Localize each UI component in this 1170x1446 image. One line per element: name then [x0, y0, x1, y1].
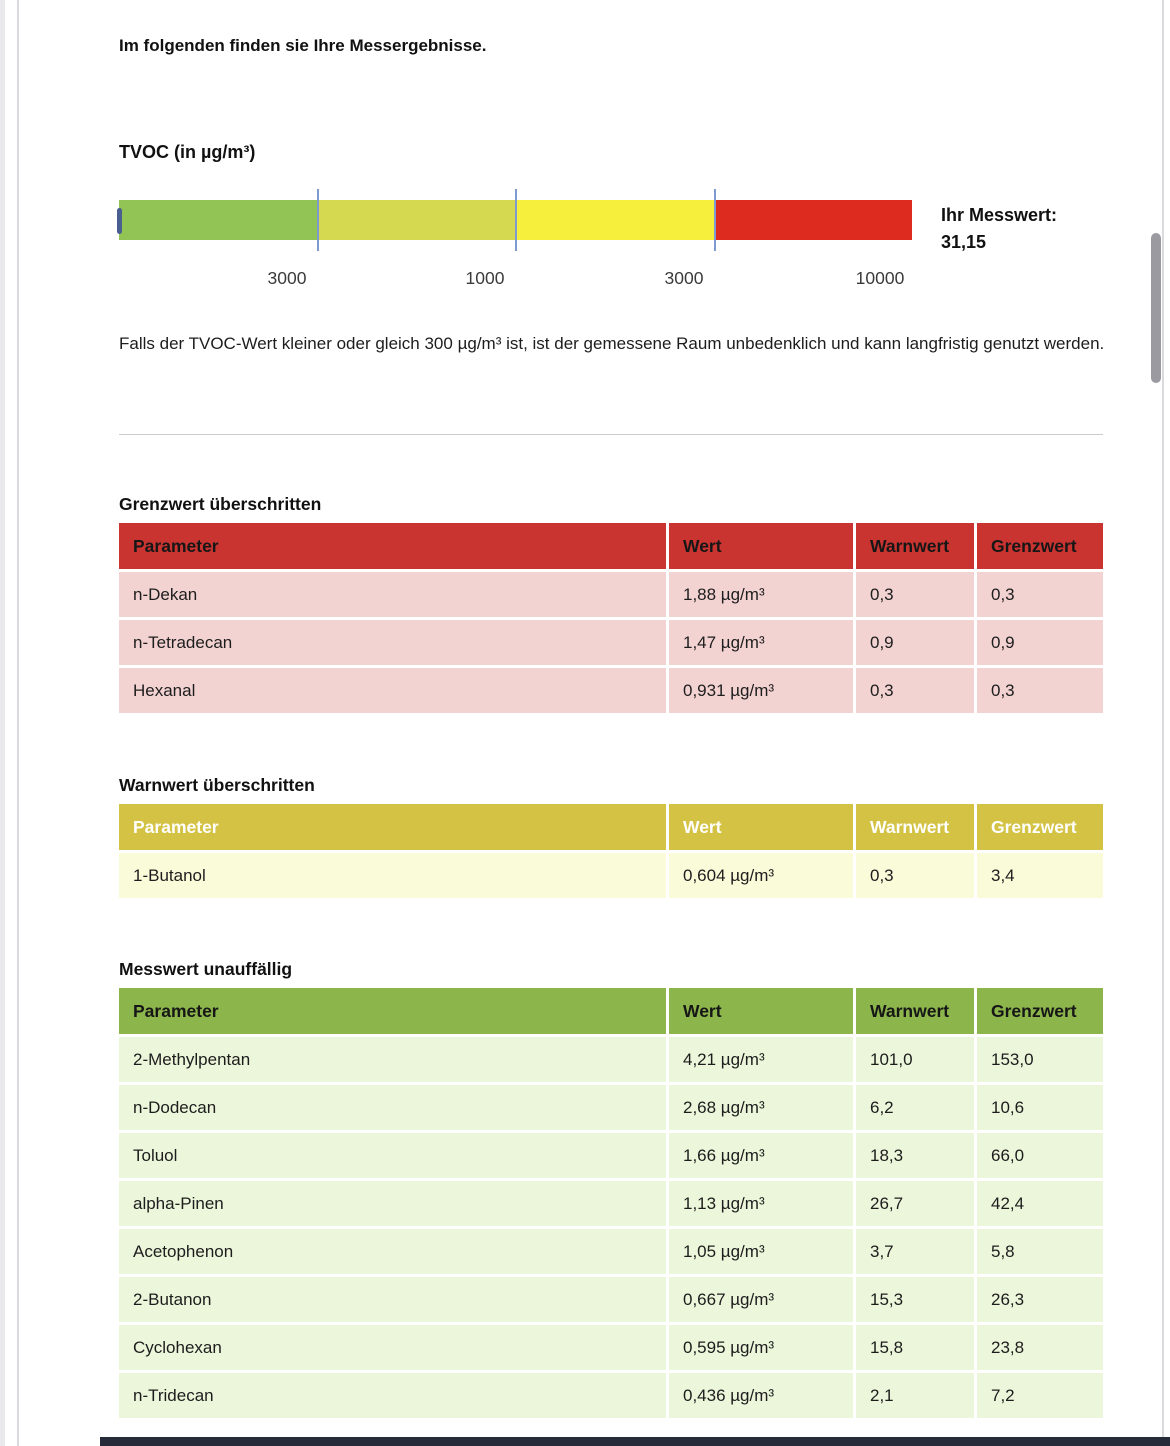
table-cell: 0,604 µg/m³: [669, 853, 853, 898]
table-cell: 1,47 µg/m³: [669, 620, 853, 665]
table-cell: 23,8: [977, 1325, 1103, 1370]
scale-label: 3000: [267, 268, 307, 288]
table-cell: 1,05 µg/m³: [669, 1229, 853, 1274]
section-divider: [119, 434, 1103, 435]
table-cell: 0,3: [856, 572, 974, 617]
table-cell: 10,6: [977, 1085, 1103, 1130]
intro-text: Im folgenden finden sie Ihre Messergebni…: [119, 36, 487, 55]
column-header: Warnwert: [856, 988, 974, 1034]
table-cell: 0,3: [977, 668, 1103, 713]
section-grenzwert-ueberschritten: Grenzwert überschritten Parameter Wert War…: [119, 494, 1103, 713]
table-cell: n-Dekan: [119, 572, 666, 617]
section-title: Grenzwert überschritten: [119, 494, 322, 514]
measured-value-label: Ihr Messwert:: [941, 205, 1058, 225]
table-cell: 7,2: [977, 1373, 1103, 1418]
gauge-tick: [714, 189, 716, 251]
table-cell: 0,436 µg/m³: [669, 1373, 853, 1418]
tvoc-title: TVOC (in µg/m³): [119, 142, 256, 162]
table-cell: Hexanal: [119, 668, 666, 713]
bottom-bar: [100, 1437, 1170, 1446]
results-table: Parameter Wert Warnwert Grenzwert n-Dekan 1,8…: [119, 523, 1103, 713]
table-cell: 0,9: [856, 620, 974, 665]
report-content: Im folgenden finden sie Ihre Messergebni…: [117, 0, 1109, 1446]
column-header: Parameter: [119, 988, 666, 1034]
table-cell: 4,21 µg/m³: [669, 1037, 853, 1082]
table-cell: 66,0: [977, 1133, 1103, 1178]
column-header: Parameter: [119, 804, 666, 850]
table-cell: 0,667 µg/m³: [669, 1277, 853, 1322]
table-cell: 1-Butanol: [119, 853, 666, 898]
gauge-segment-yellow-green: [317, 200, 516, 240]
column-header: Wert: [669, 804, 853, 850]
column-header: Wert: [669, 988, 853, 1034]
table-cell: 0,3: [856, 853, 974, 898]
scale-label: 10000: [855, 268, 905, 288]
table-cell: n-Tridecan: [119, 1373, 666, 1418]
gauge-segment-red: [713, 200, 912, 240]
table-cell: n-Tetradecan: [119, 620, 666, 665]
tvoc-gauge: [117, 189, 912, 251]
scrollbar-thumb[interactable]: [1151, 233, 1161, 383]
column-header: Grenzwert: [977, 523, 1103, 569]
table-cell: 2,1: [856, 1373, 974, 1418]
gauge-segment-yellow: [515, 200, 714, 240]
table-cell: 1,66 µg/m³: [669, 1133, 853, 1178]
table-cell: 5,8: [977, 1229, 1103, 1274]
gauge-tick: [317, 189, 319, 251]
table-cell: 6,2: [856, 1085, 974, 1130]
table-cell: 3,7: [856, 1229, 974, 1274]
table-cell: Cyclohexan: [119, 1325, 666, 1370]
table-cell: 101,0: [856, 1037, 974, 1082]
section-title: Warnwert überschritten: [119, 775, 315, 795]
table-cell: 2-Butanon: [119, 1277, 666, 1322]
tvoc-note: Falls der TVOC-Wert kleiner oder gleich …: [119, 334, 1105, 353]
gauge-tick: [515, 189, 517, 251]
table-cell: Toluol: [119, 1133, 666, 1178]
table-cell: 18,3: [856, 1133, 974, 1178]
table-cell: 2-Methylpentan: [119, 1037, 666, 1082]
column-header: Grenzwert: [977, 804, 1103, 850]
gauge-scale-labels: 3000 1000 3000 10000: [119, 268, 1039, 292]
section-warnwert-ueberschritten: Warnwert überschritten Parameter Wert Warn…: [119, 775, 1103, 898]
table-cell: 1,88 µg/m³: [669, 572, 853, 617]
measured-value: 31,15: [941, 232, 987, 252]
section-title: Messwert unauffällig: [119, 959, 293, 979]
table-cell: 42,4: [977, 1181, 1103, 1226]
table-cell: 15,3: [856, 1277, 974, 1322]
table-cell: 0,3: [856, 668, 974, 713]
table-cell: 26,7: [856, 1181, 974, 1226]
scale-label: 3000: [664, 268, 704, 288]
results-table: Parameter Wert Warnwert Grenzwert 1-Butanol 0…: [119, 804, 1103, 898]
table-cell: 2,68 µg/m³: [669, 1085, 853, 1130]
table-cell: 26,3: [977, 1277, 1103, 1322]
page-left-border: [17, 0, 19, 1446]
column-header: Parameter: [119, 523, 666, 569]
table-cell: Acetophenon: [119, 1229, 666, 1274]
table-cell: 0,595 µg/m³: [669, 1325, 853, 1370]
gauge-value-marker: [117, 208, 122, 234]
table-cell: 153,0: [977, 1037, 1103, 1082]
page-left-edge: [0, 0, 5, 1446]
page-right-border: [1162, 0, 1164, 1446]
column-header: Grenzwert: [977, 988, 1103, 1034]
table-cell: n-Dodecan: [119, 1085, 666, 1130]
table-cell: 0,3: [977, 572, 1103, 617]
table-cell: 0,9: [977, 620, 1103, 665]
gauge-segment-green: [119, 200, 318, 240]
section-messwert-unauffaellig: Messwert unauffällig Parameter Wert Warnwe…: [119, 959, 1103, 1418]
measured-value-block: Ihr Messwert: 31,15: [941, 202, 1121, 256]
results-table: Parameter Wert Warnwert Grenzwert 2-Methylpe…: [119, 988, 1103, 1418]
table-cell: 15,8: [856, 1325, 974, 1370]
table-cell: alpha-Pinen: [119, 1181, 666, 1226]
column-header: Warnwert: [856, 804, 974, 850]
scale-label: 1000: [465, 268, 505, 288]
column-header: Wert: [669, 523, 853, 569]
table-cell: 1,13 µg/m³: [669, 1181, 853, 1226]
table-cell: 3,4: [977, 853, 1103, 898]
column-header: Warnwert: [856, 523, 974, 569]
table-cell: 0,931 µg/m³: [669, 668, 853, 713]
